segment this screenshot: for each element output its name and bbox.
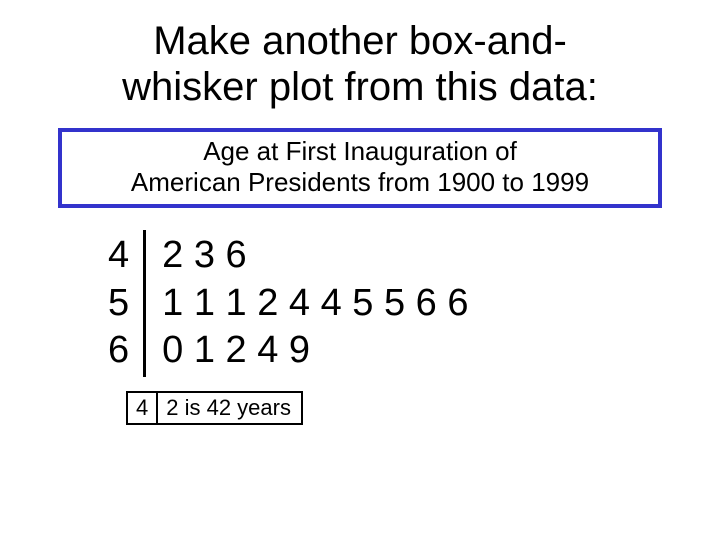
stem-leaf-key: 4 2 is 42 years <box>126 391 303 425</box>
leaf-row: 2 3 6 <box>162 232 468 280</box>
subtitle-line-1: Age at First Inauguration of <box>203 136 517 166</box>
stem-value: 4 <box>108 232 129 280</box>
key-wrap: 4 2 is 42 years <box>126 391 680 425</box>
stems-column: 4 5 6 <box>100 230 146 377</box>
leaf-row: 1 1 1 2 4 4 5 5 6 6 <box>162 280 468 328</box>
leaves-column: 2 3 6 1 1 1 2 4 4 5 5 6 6 0 1 2 4 9 <box>146 230 476 377</box>
title-line-2: whisker plot from this data: <box>122 65 598 109</box>
subtitle-box: Age at First Inauguration of American Pr… <box>58 128 662 208</box>
stem-value: 5 <box>108 280 129 328</box>
key-stem: 4 <box>128 393 158 423</box>
leaf-row: 0 1 2 4 9 <box>162 327 468 375</box>
slide: Make another box-and- whisker plot from … <box>0 0 720 540</box>
stem-and-leaf-plot: 4 5 6 2 3 6 1 1 1 2 4 4 5 5 6 6 0 1 2 4 … <box>100 230 680 425</box>
title-line-1: Make another box-and- <box>153 19 567 63</box>
slide-title: Make another box-and- whisker plot from … <box>40 18 680 110</box>
subtitle-line-2: American Presidents from 1900 to 1999 <box>131 167 589 197</box>
stem-and-leaf-table: 4 5 6 2 3 6 1 1 1 2 4 4 5 5 6 6 0 1 2 4 … <box>100 230 680 377</box>
key-text: 2 is 42 years <box>158 393 301 423</box>
stem-value: 6 <box>108 327 129 375</box>
